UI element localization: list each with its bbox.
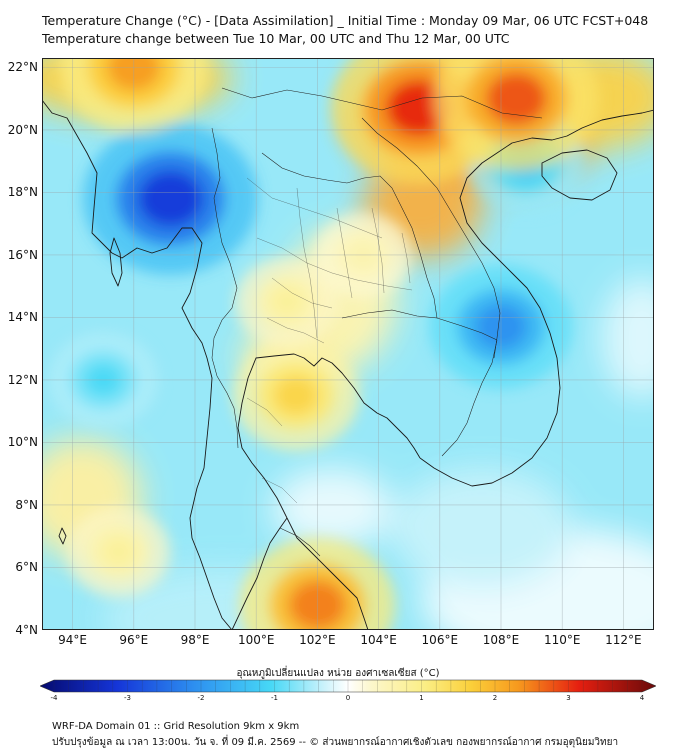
thailand-cambodia-border — [341, 309, 498, 341]
lon-label-106e: 106°E — [421, 633, 459, 647]
colorbar-tick-m4: -4 — [50, 694, 58, 702]
colorbar-tick-p1: 1 — [419, 694, 424, 702]
lon-label-96e: 96°E — [119, 633, 149, 647]
myanmar-thailand-border — [211, 127, 239, 449]
gulf-of-thailand-coast — [237, 353, 421, 519]
lat-label-22n: 22°N — [7, 60, 38, 75]
coastlines — [42, 99, 654, 630]
colorbar-tick-p2: 2 — [492, 694, 498, 702]
central-thailand-warm-core — [269, 287, 304, 317]
thailand-laos-border — [261, 152, 438, 319]
colorbar-tick-m2: -2 — [197, 694, 205, 702]
hainan-island — [541, 149, 618, 201]
lon-label-102e: 102°E — [299, 633, 336, 647]
lon-label-108e: 108°E — [482, 633, 520, 647]
myanmar-cold-core-core — [138, 170, 203, 227]
lat-label-18n: 18°N — [7, 185, 38, 200]
gulf-of-tonkin-high-core — [486, 72, 547, 125]
andaman-islands — [109, 237, 123, 287]
nicobar-islands — [58, 527, 67, 545]
gulf-of-thailand-warm-core — [274, 376, 318, 415]
lat-label-8n: 8°N — [15, 497, 38, 512]
colorbar-title: อุณหภูมิเปลี่ยนแปลง หน่วย องศาเซลเซียส (… — [236, 668, 440, 679]
lon-label-110e: 110°E — [543, 633, 581, 647]
colorbar-gradient — [40, 679, 656, 693]
map-svg — [42, 58, 654, 630]
china-border — [221, 87, 543, 119]
lat-label-16n: 16°N — [7, 247, 38, 262]
colorbar-tick-0: 0 — [345, 694, 351, 702]
graticule — [42, 58, 654, 630]
colorbar-tick-m3: -3 — [124, 694, 131, 702]
lat-label-6n: 6°N — [15, 560, 38, 575]
map-subtitle: Temperature change between Tue 10 Mar, 0… — [42, 31, 510, 46]
lat-label-12n: 12°N — [7, 372, 38, 387]
colorbar — [40, 679, 656, 693]
cambodia-vietnam-border — [441, 339, 498, 457]
province-borders — [246, 177, 413, 504]
field-spots — [48, 58, 599, 630]
lat-label-4n: 4°N — [15, 623, 38, 637]
country-borders — [211, 87, 543, 557]
lon-label-100e: 100°E — [237, 633, 275, 647]
cambodia-vietnam-coast — [419, 109, 654, 487]
myanmar-bangladesh-coast — [42, 99, 233, 630]
colorbar-tick-m1: -1 — [271, 694, 278, 702]
lon-label-104e: 104°E — [360, 633, 397, 647]
lon-label-94e: 94°E — [58, 633, 88, 647]
lon-label-112e: 112°E — [605, 633, 642, 647]
colorbar-segment-lines — [53, 680, 643, 692]
map-title: Temperature Change (°C) - [Data Assimila… — [42, 13, 649, 28]
malay-east-coast — [286, 517, 369, 630]
footer-model-info: WRF-DA Domain 01 :: Grid Resolution 9km … — [52, 721, 300, 732]
lon-label-98e: 98°E — [180, 633, 210, 647]
lat-label-20n: 20°N — [7, 122, 38, 137]
colorbar-tick-p4: 4 — [639, 694, 645, 702]
map-frame — [42, 58, 654, 630]
colorbar-tick-p3: 3 — [566, 694, 571, 702]
temperature-change-map — [42, 58, 654, 630]
laos-vietnam-border — [361, 117, 501, 359]
lat-label-10n: 10°N — [7, 435, 38, 450]
east-andaman-warm-core — [101, 537, 136, 567]
footer-credit: ปรับปรุงข้อมูล ณ เวลา 13:00น. วัน จ. ที่… — [52, 737, 619, 748]
lat-label-14n: 14°N — [7, 310, 38, 325]
thailand-malaysia-border — [279, 527, 321, 557]
